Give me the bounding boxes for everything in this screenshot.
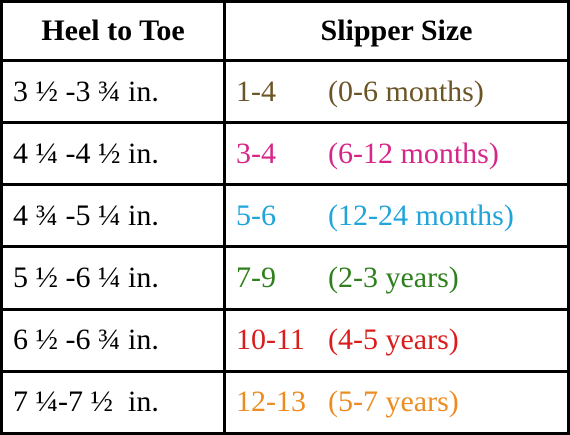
slipper-size: 3-4 xyxy=(236,136,276,170)
heel-length: 4 ¼ -4 ½ in. xyxy=(0,121,226,187)
slipper-size: 12-13 xyxy=(236,385,306,419)
slipper-size: 5-6 xyxy=(236,198,276,232)
slipper-size-cell: 5-6 (12-24 months) xyxy=(223,183,570,249)
age-range: (12-24 months) xyxy=(328,198,514,232)
table-row: 4 ¾ -5 ¼ in. 5-6 (12-24 months) xyxy=(0,183,570,249)
table-row: 6 ½ -6 ¾ in. 10-11 (4-5 years) xyxy=(0,307,570,373)
slipper-size: 1-4 xyxy=(236,74,276,108)
table-row: 3 ½ -3 ¾ in. 1-4 (0-6 months) xyxy=(0,58,570,125)
heel-length: 7 ¼-7 ½ in. xyxy=(0,369,226,435)
slipper-size: 7-9 xyxy=(236,261,276,295)
slipper-size-cell: 12-13 (5-7 years) xyxy=(223,369,570,435)
heel-length: 3 ½ -3 ¾ in. xyxy=(0,58,226,125)
table-row: 7 ¼-7 ½ in. 12-13 (5-7 years) xyxy=(0,369,570,435)
table-body: 3 ½ -3 ¾ in. 1-4 (0-6 months) 4 ¼ -4 ½ in. 3… xyxy=(0,58,570,435)
slipper-size-cell: 10-11 (4-5 years) xyxy=(223,307,570,373)
age-range: (2-3 years) xyxy=(328,261,459,295)
header-cell: Slipper Size xyxy=(223,0,570,62)
age-range: (6-12 months) xyxy=(328,136,499,170)
slipper-size-cell: 3-4 (6-12 months) xyxy=(223,121,570,187)
slipper-size: 10-11 xyxy=(236,323,305,357)
table-row: 4 ¼ -4 ½ in. 3-4 (6-12 months) xyxy=(0,121,570,187)
header-cell: Heel to Toe xyxy=(0,0,226,62)
heel-length: 6 ½ -6 ¾ in. xyxy=(0,307,226,373)
slipper-size-cell: 1-4 (0-6 months) xyxy=(223,58,570,125)
header-row: Heel to Toe Slipper Size xyxy=(0,0,570,62)
heel-length: 5 ½ -6 ¼ in. xyxy=(0,245,226,311)
age-range: (5-7 years) xyxy=(328,385,459,419)
slipper-size-cell: 7-9 (2-3 years) xyxy=(223,245,570,311)
age-range: (0-6 months) xyxy=(328,74,484,108)
table-row: 5 ½ -6 ¼ in. 7-9 (2-3 years) xyxy=(0,245,570,311)
heel-length: 4 ¾ -5 ¼ in. xyxy=(0,183,226,249)
age-range: (4-5 years) xyxy=(328,323,459,357)
